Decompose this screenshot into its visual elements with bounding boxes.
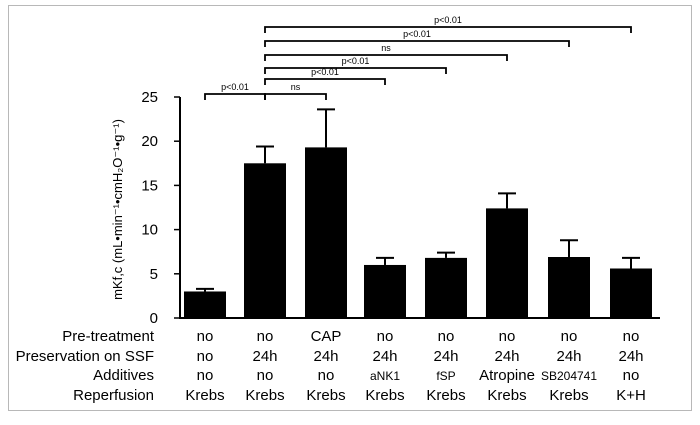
- bar-5: [425, 257, 467, 318]
- table-row-label-3: Additives: [93, 367, 154, 384]
- table-cell: SB204741: [541, 369, 597, 383]
- bar-1: [184, 291, 226, 318]
- table-cell: 24h: [372, 348, 397, 365]
- table-cell: no: [318, 367, 335, 384]
- significance-label-3: p<0.01: [311, 67, 339, 77]
- significance-label-6: p<0.01: [403, 29, 431, 39]
- y-tick-label: 10: [141, 222, 158, 239]
- table-cell: 24h: [556, 348, 581, 365]
- table-cell: no: [561, 328, 578, 345]
- table-cell: CAP: [311, 328, 342, 345]
- bar-2: [244, 163, 286, 318]
- table-row-label-1: Pre-treatment: [62, 328, 155, 345]
- y-tick-label: 0: [150, 310, 158, 327]
- significance-label-5: ns: [381, 43, 391, 53]
- table-cell: no: [499, 328, 516, 345]
- significance-label-4: p<0.01: [342, 56, 370, 66]
- significance-label-2: ns: [291, 82, 301, 92]
- significance-bracket-5: [264, 54, 508, 61]
- bar-4: [364, 264, 406, 318]
- y-tick-label: 25: [141, 89, 158, 106]
- y-tick-label: 15: [141, 177, 158, 194]
- bar-8: [610, 268, 652, 318]
- table-row-label-2: Preservation on SSF: [16, 348, 154, 365]
- table-cell: no: [438, 328, 455, 345]
- significance-bracket-4: [264, 67, 447, 74]
- table-cell: fSP: [436, 369, 455, 383]
- table-cell: no: [377, 328, 394, 345]
- table-cell: Krebs: [549, 387, 588, 404]
- y-tick-label: 5: [150, 266, 158, 283]
- significance-bracket-6: [264, 40, 570, 47]
- table-cell: Krebs: [306, 387, 345, 404]
- table-cell: Krebs: [487, 387, 526, 404]
- table-cell: 24h: [433, 348, 458, 365]
- significance-bracket-7: [264, 26, 632, 33]
- bar-6: [486, 208, 528, 318]
- table-cell: aNK1: [370, 369, 400, 383]
- table-cell: no: [257, 367, 274, 384]
- table-cell: Krebs: [426, 387, 465, 404]
- table-cell: 24h: [252, 348, 277, 365]
- table-cell: 24h: [313, 348, 338, 365]
- table-cell: 24h: [494, 348, 519, 365]
- table-row-label-4: Reperfusion: [73, 387, 154, 404]
- table-cell: Krebs: [245, 387, 284, 404]
- significance-label-7: p<0.01: [434, 15, 462, 25]
- table-cell: no: [197, 348, 214, 365]
- y-axis-label: mKf,c (mL•min⁻¹•cmH₂O⁻¹•g⁻¹): [110, 119, 125, 300]
- table-cell: Krebs: [365, 387, 404, 404]
- figure-frame: [8, 5, 692, 411]
- table-cell: no: [257, 328, 274, 345]
- table-cell: no: [623, 328, 640, 345]
- table-cell: no: [197, 367, 214, 384]
- table-cell: no: [197, 328, 214, 345]
- significance-bracket-2: [264, 93, 327, 100]
- significance-label-1: p<0.01: [221, 82, 249, 92]
- y-tick-label: 20: [141, 133, 158, 150]
- significance-bracket-3: [264, 78, 386, 85]
- bar-7: [548, 257, 590, 318]
- table-cell: no: [623, 367, 640, 384]
- table-cell: 24h: [618, 348, 643, 365]
- significance-bracket-1: [204, 93, 266, 100]
- table-cell: Krebs: [185, 387, 224, 404]
- bar-3: [305, 147, 347, 318]
- table-cell: K+H: [616, 387, 646, 404]
- table-cell: Atropine: [479, 367, 535, 384]
